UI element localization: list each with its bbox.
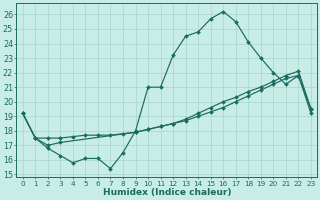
X-axis label: Humidex (Indice chaleur): Humidex (Indice chaleur): [103, 188, 231, 197]
